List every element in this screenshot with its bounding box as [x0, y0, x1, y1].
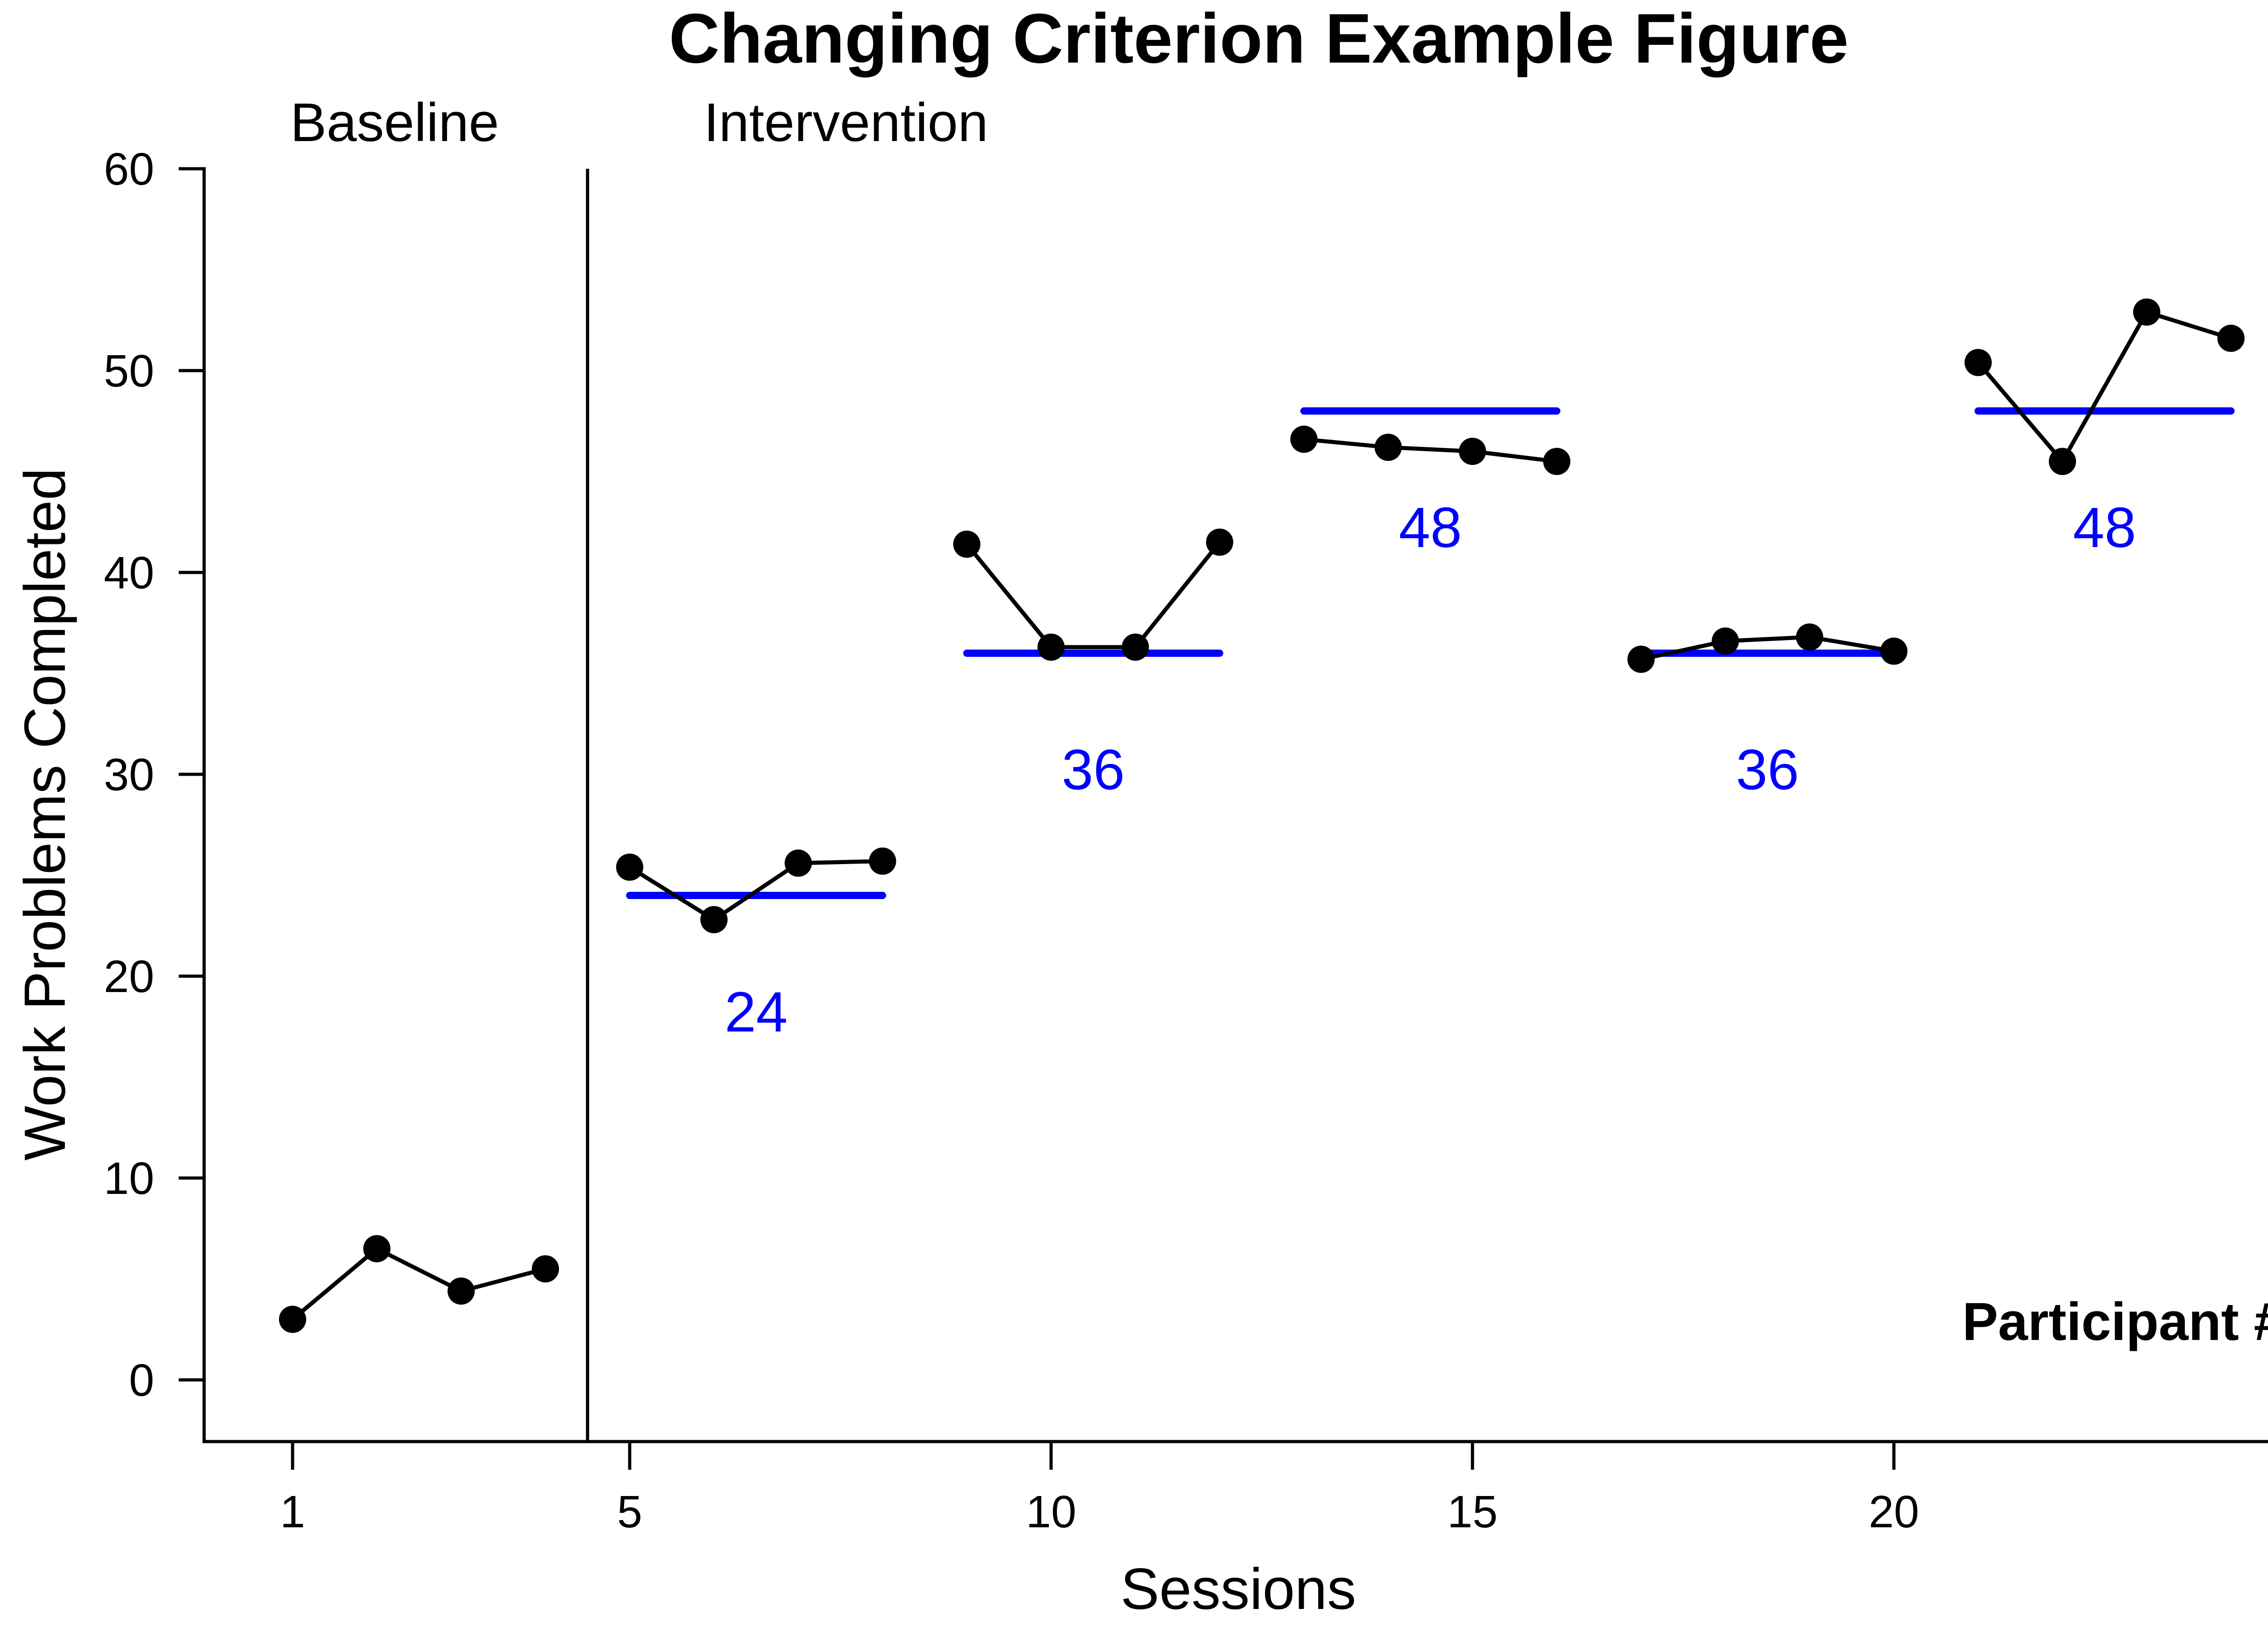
participant-annotation: Participant #1 [1962, 1292, 2268, 1352]
data-point [279, 1305, 306, 1333]
y-tick-label: 60 [104, 144, 154, 195]
data-point [1711, 627, 1739, 655]
data-point [1290, 425, 1318, 453]
data-point [1122, 633, 1149, 661]
data-point [1796, 623, 1823, 651]
data-point [700, 906, 728, 934]
x-tick-label: 5 [617, 1486, 642, 1537]
baseline-phase-label: Baseline [290, 92, 499, 153]
y-tick-label: 10 [104, 1153, 154, 1204]
data-line [1304, 437, 1557, 464]
y-axis-title: Work Problems Completed [13, 468, 78, 1161]
data-point [1627, 645, 1655, 673]
data-point [1374, 434, 1402, 461]
x-tick-label: 20 [1869, 1486, 1919, 1537]
data-point [2217, 324, 2245, 352]
criterion-value-label: 48 [2073, 496, 2136, 559]
y-tick-label: 0 [129, 1355, 154, 1406]
data-point [616, 853, 644, 881]
data-point [1037, 633, 1065, 661]
data-point [1880, 637, 1908, 665]
data-point [869, 847, 896, 875]
data-point [1965, 349, 1992, 376]
data-point [953, 530, 981, 558]
y-tick-label: 40 [104, 548, 154, 598]
criterion-value-label: 36 [1062, 738, 1125, 802]
criterion-value-label: 48 [1399, 496, 1462, 559]
data-point [1206, 528, 1233, 556]
data-point [447, 1277, 475, 1305]
data-line [965, 541, 1222, 650]
x-tick-label: 10 [1026, 1486, 1076, 1537]
criterion-value-label: 24 [724, 981, 787, 1044]
data-point [363, 1235, 391, 1262]
data-line [628, 859, 883, 922]
data-point [532, 1255, 559, 1283]
y-tick-label: 50 [104, 346, 154, 396]
x-tick-label: 15 [1447, 1486, 1498, 1537]
data-point [2133, 298, 2160, 326]
criterion-value-label: 36 [1736, 738, 1799, 802]
chart-title: Changing Criterion Example Figure [669, 0, 1849, 78]
data-point [784, 849, 812, 877]
y-tick-label: 30 [104, 749, 154, 800]
x-axis-title: Sessions [1120, 1557, 1356, 1622]
data-point [1543, 448, 1570, 475]
y-tick-label: 20 [104, 951, 154, 1002]
data-line [1640, 635, 1894, 661]
x-tick-label: 1 [280, 1486, 305, 1537]
data-line [1976, 310, 2232, 464]
data-point [2048, 448, 2076, 475]
data-point [1459, 438, 1486, 465]
data-line [291, 1247, 546, 1321]
intervention-phase-label: Intervention [704, 92, 988, 153]
